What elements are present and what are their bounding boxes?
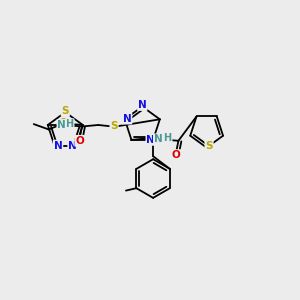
Text: N: N bbox=[57, 120, 66, 130]
Text: N: N bbox=[138, 100, 147, 110]
Text: N: N bbox=[146, 135, 155, 145]
Text: N: N bbox=[68, 141, 77, 151]
Text: N: N bbox=[123, 114, 131, 124]
Text: S: S bbox=[110, 122, 118, 131]
Text: N: N bbox=[154, 134, 163, 144]
Text: H: H bbox=[164, 133, 172, 143]
Text: H: H bbox=[66, 119, 74, 129]
Text: S: S bbox=[205, 141, 213, 151]
Text: S: S bbox=[60, 118, 67, 128]
Text: O: O bbox=[75, 136, 84, 146]
Text: S: S bbox=[61, 106, 69, 116]
Text: O: O bbox=[172, 150, 180, 160]
Text: N: N bbox=[54, 141, 62, 151]
